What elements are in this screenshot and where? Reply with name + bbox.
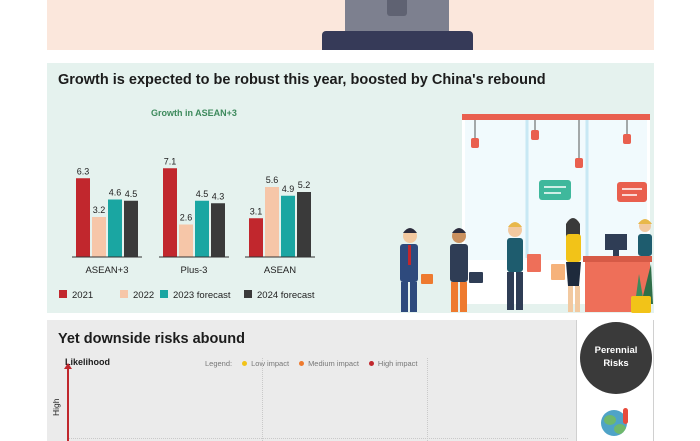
bar-asean-3-2023-forecast xyxy=(108,199,122,257)
impact-legend: Legend: Low impact Medium impact High im… xyxy=(205,359,418,368)
top-illustration-band xyxy=(47,0,654,50)
legend-item-high: High impact xyxy=(368,359,418,368)
bar-plus-3-2022 xyxy=(179,224,193,257)
legend-swatch xyxy=(244,290,252,298)
laptop-base xyxy=(322,31,473,50)
bar-value-label: 4.5 xyxy=(125,189,138,199)
bar-value-label: 4.6 xyxy=(109,188,122,198)
legend-item-medium: Medium impact xyxy=(299,359,359,368)
bar-value-label: 6.3 xyxy=(77,166,90,176)
chart-title: Growth in ASEAN+3 xyxy=(151,108,237,118)
category-label: Plus-3 xyxy=(181,265,208,276)
growth-panel: Growth is expected to be robust this yea… xyxy=(47,63,654,313)
grid-line xyxy=(68,438,568,439)
legend-item-low: Low impact xyxy=(242,359,289,368)
bar-value-label: 4.9 xyxy=(282,184,295,194)
perennial-risks-badge: Perennial Risks xyxy=(580,322,652,394)
thermometer-icon xyxy=(623,408,628,424)
shopper-figure xyxy=(551,218,581,312)
bar-value-label: 3.2 xyxy=(93,205,106,215)
bar-asean-2024-forecast xyxy=(297,192,311,257)
grid-line xyxy=(262,358,263,441)
bar-plus-3-2024-forecast xyxy=(211,203,225,257)
risk-panel-title: Yet downside risks abound xyxy=(58,331,245,347)
perennial-risks-box: Perennial Risks xyxy=(576,320,654,441)
legend-dot-high xyxy=(368,361,374,366)
legend-text-low: Low impact xyxy=(251,359,290,368)
speech-bubble-icon xyxy=(539,180,571,200)
monitor-icon xyxy=(605,234,627,250)
bar-asean-3-2024-forecast xyxy=(124,200,138,257)
legend-label: 2023 forecast xyxy=(173,290,231,301)
category-label: ASEAN xyxy=(264,265,296,276)
lamp-icon xyxy=(471,120,631,168)
shopper-figure xyxy=(507,222,541,310)
bar-asean-2022 xyxy=(265,187,279,257)
likelihood-axis-label: Likelihood xyxy=(65,357,110,367)
legend-dot-medium xyxy=(299,361,305,366)
legend-label: 2021 xyxy=(72,290,93,301)
bar-value-label: 5.6 xyxy=(266,175,279,185)
businessman-figure xyxy=(450,228,483,312)
plant-icon xyxy=(631,264,653,313)
high-likelihood-label: High xyxy=(51,398,61,416)
legend-swatch xyxy=(160,290,168,298)
speech-bubble-icon xyxy=(617,182,647,202)
bar-value-label: 7.1 xyxy=(164,156,177,166)
bar-asean-2021 xyxy=(249,218,263,257)
bar-asean-3-2022 xyxy=(92,217,106,257)
legend-label: 2022 xyxy=(133,290,154,301)
grid-line xyxy=(427,358,428,441)
laptop-icon xyxy=(345,0,449,32)
legend-text-high: High impact xyxy=(377,359,418,368)
bar-value-label: 4.5 xyxy=(196,189,209,199)
legend-swatch xyxy=(120,290,128,298)
bar-plus-3-2023-forecast xyxy=(195,200,209,257)
category-label: ASEAN+3 xyxy=(85,265,128,276)
risk-panel: Yet downside risks abound Likelihood Leg… xyxy=(47,320,654,441)
growth-panel-title: Growth is expected to be robust this yea… xyxy=(58,72,546,88)
bar-value-label: 4.3 xyxy=(212,191,225,201)
laptop-hinge xyxy=(387,0,407,16)
bar-asean-3-2021 xyxy=(76,178,90,257)
bar-value-label: 5.2 xyxy=(298,180,311,190)
likelihood-arrow xyxy=(64,363,72,441)
legend-swatch xyxy=(59,290,67,298)
bar-plus-3-2021 xyxy=(163,168,177,257)
bar-value-label: 2.6 xyxy=(180,213,193,223)
legend-dot-low xyxy=(242,361,248,366)
perennial-risks-label: Perennial Risks xyxy=(594,345,638,369)
legend-text-medium: Medium impact xyxy=(308,359,359,368)
businessman-figure xyxy=(400,228,433,312)
legend-label: 2024 forecast xyxy=(257,290,315,301)
globe-icon xyxy=(601,410,627,436)
bar-asean-2023-forecast xyxy=(281,195,295,257)
legend-label: Legend: xyxy=(205,359,233,368)
bar-value-label: 3.1 xyxy=(250,206,263,216)
shop-awning xyxy=(462,114,650,120)
business-shop-illustration xyxy=(400,114,653,313)
